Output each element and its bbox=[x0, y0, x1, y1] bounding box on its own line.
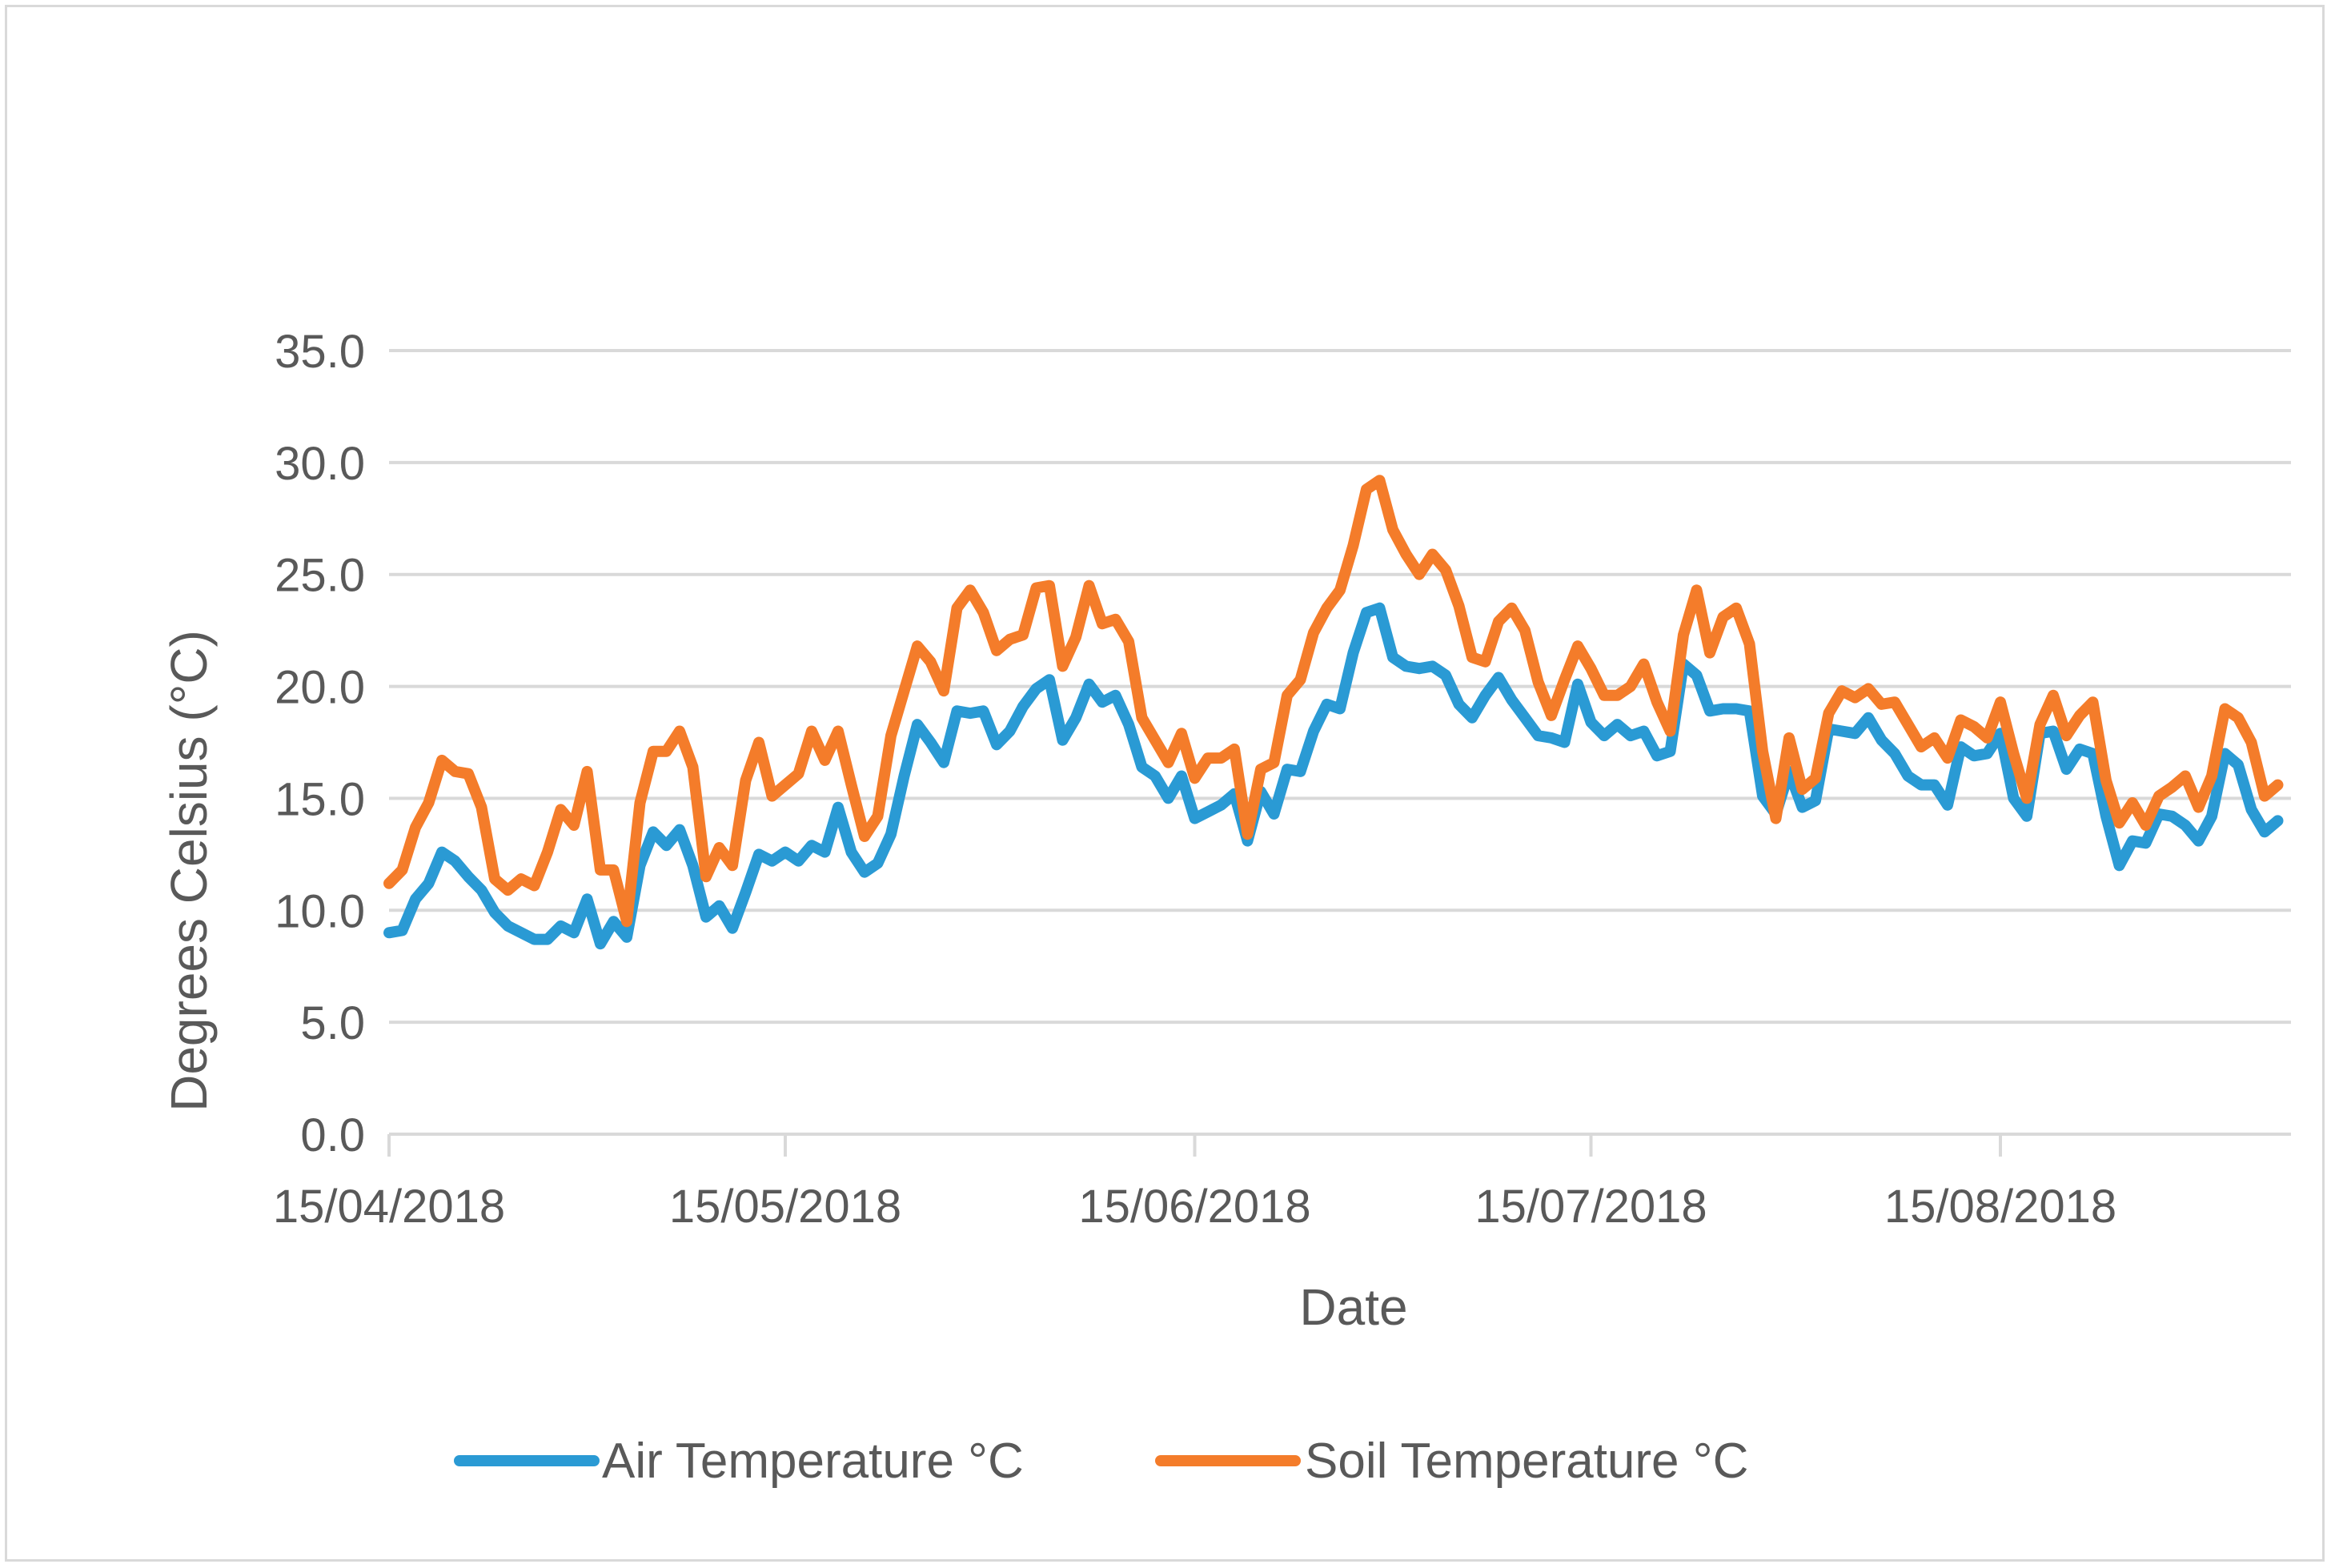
x-tick-label: 15/04/2018 bbox=[273, 1181, 505, 1233]
x-tick-label: 15/06/2018 bbox=[1078, 1181, 1310, 1233]
y-tick-label: 15.0 bbox=[275, 773, 365, 825]
y-tick-label: 0.0 bbox=[300, 1109, 365, 1161]
x-axis: 15/04/2018 15/05/2018 15/06/2018 15/07/2018… bbox=[273, 1133, 2291, 1233]
legend-item-air[interactable]: Air Temperature °C bbox=[454, 1434, 1024, 1489]
y-tick-label: 25.0 bbox=[275, 550, 365, 602]
x-tick-label: 15/05/2018 bbox=[669, 1181, 901, 1233]
y-tick-label: 30.0 bbox=[275, 438, 365, 490]
legend-label-soil: Soil Temperature °C bbox=[1305, 1434, 1748, 1489]
y-tick-label: 10.0 bbox=[275, 885, 365, 937]
legend-label-air: Air Temperature °C bbox=[602, 1434, 1024, 1489]
y-tick-label: 5.0 bbox=[300, 997, 365, 1049]
x-tick-label: 15/07/2018 bbox=[1474, 1181, 1707, 1233]
y-tick-label: 35.0 bbox=[275, 326, 365, 378]
y-tick-label: 20.0 bbox=[275, 662, 365, 714]
y-axis-title: Degrees Celsius (°C) bbox=[160, 630, 218, 1112]
y-axis-tick-labels: 0.0 5.0 10.0 15.0 20.0 25.0 30.0 35.0 bbox=[275, 326, 365, 1161]
x-axis-title: Date bbox=[1299, 1278, 1407, 1336]
series-line-air-temperature bbox=[383, 602, 2284, 950]
series-lines bbox=[383, 475, 2284, 950]
series-line-soil-temperature bbox=[383, 475, 2284, 928]
x-tick-label: 15/08/2018 bbox=[1884, 1181, 2116, 1233]
legend-item-soil[interactable]: Soil Temperature °C bbox=[1155, 1434, 1748, 1489]
legend: Air Temperature °C Soil Temperature °C bbox=[454, 1434, 1748, 1489]
